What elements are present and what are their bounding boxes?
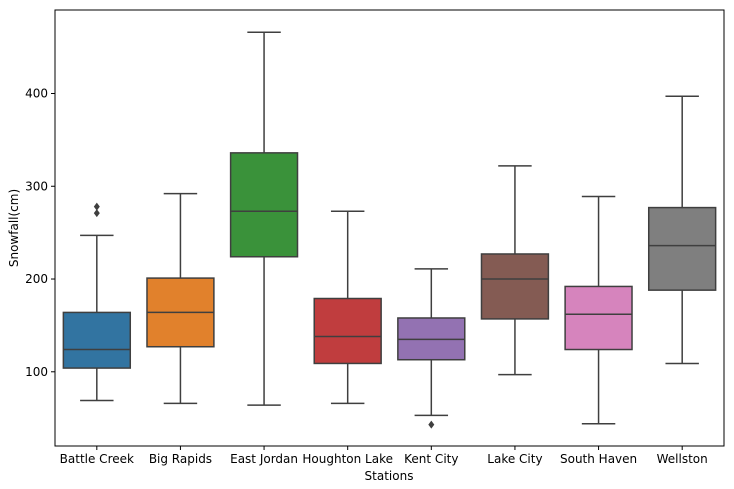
x-tick-label: Wellston — [657, 452, 708, 466]
box-iqr — [62, 311, 132, 369]
x-axis-label: Stations — [365, 469, 414, 483]
x-tick-label: Battle Creek — [60, 452, 134, 466]
x-tick-label: South Haven — [560, 452, 637, 466]
box-iqr — [480, 253, 550, 320]
y-tick-label: 300 — [25, 179, 48, 193]
y-tick-label: 100 — [25, 365, 48, 379]
x-tick-label: East Jordan — [230, 452, 298, 466]
outlier-point — [428, 420, 435, 429]
y-tick-label: 200 — [25, 272, 48, 286]
outlier-point — [93, 202, 100, 211]
plot-area: 100 200 300 400 Battle Creek Big Rapids East J… — [25, 9, 725, 466]
box-iqr — [647, 206, 717, 291]
box-iqr — [564, 285, 633, 351]
box-iqr — [229, 152, 299, 258]
x-tick-label: Kent City — [404, 452, 458, 466]
box-iqr — [313, 297, 382, 365]
y-tick-label: 400 — [25, 86, 48, 100]
x-tick-label: Lake City — [487, 452, 542, 466]
x-tick-label: Big Rapids — [149, 452, 212, 466]
plot-frame — [54, 9, 725, 447]
y-axis-label: Snowfall(cm) — [7, 189, 21, 267]
outlier-point — [93, 209, 100, 218]
x-tick-label: Houghton Lake — [302, 452, 393, 466]
